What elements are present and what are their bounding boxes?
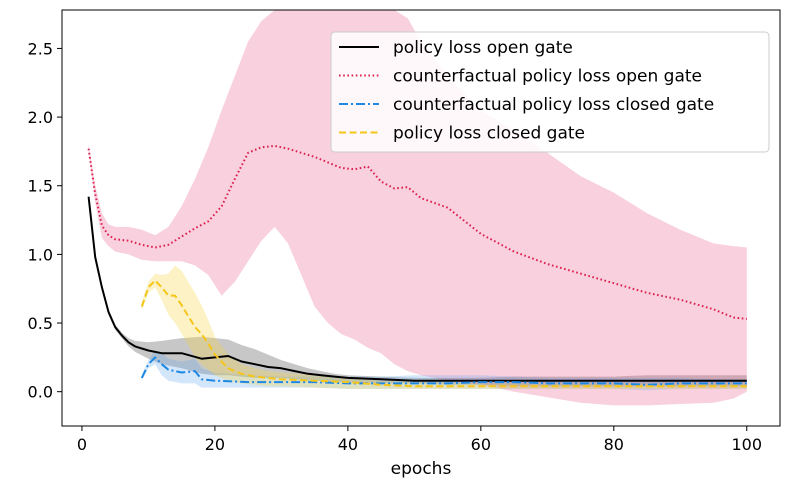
y-tick-label: 0.5 bbox=[28, 314, 53, 333]
x-tick-label: 20 bbox=[205, 435, 225, 454]
x-tick-label: 60 bbox=[471, 435, 491, 454]
y-tick-label: 1.5 bbox=[28, 177, 53, 196]
legend-label: counterfactual policy loss closed gate bbox=[393, 95, 714, 115]
band-counterfactual-policy-loss-open-gate bbox=[88, 10, 747, 406]
series-line-policy-loss-closed-gate bbox=[140, 279, 747, 388]
x-tick-label: 0 bbox=[77, 435, 87, 454]
y-tick-label: 0.0 bbox=[28, 383, 53, 402]
legend-label: policy loss open gate bbox=[393, 38, 573, 58]
legend-label: policy loss closed gate bbox=[393, 124, 585, 144]
x-axis-ticks: 0 20 40 60 80 100 bbox=[77, 426, 762, 454]
legend-label: counterfactual policy loss open gate bbox=[393, 67, 702, 87]
series-line-counterfactual-policy-loss-closed-gate bbox=[140, 356, 747, 386]
legend-box bbox=[330, 31, 770, 153]
y-tick-label: 2.0 bbox=[28, 108, 53, 127]
y-tick-label: 2.5 bbox=[28, 39, 53, 58]
x-tick-label: 40 bbox=[338, 435, 358, 454]
series-lines bbox=[87, 144, 747, 388]
x-axis-label: epochs bbox=[391, 459, 452, 479]
x-tick-label: 80 bbox=[604, 435, 624, 454]
plot-frame bbox=[61, 9, 781, 427]
y-tick-label: 1.0 bbox=[28, 245, 53, 264]
y-axis-ticks: 0.0 0.5 1.0 1.5 2.0 2.5 bbox=[28, 39, 62, 402]
legend: policy loss open gate counterfactual poli… bbox=[330, 31, 770, 153]
series-line-policy-loss-open-gate bbox=[87, 196, 747, 382]
x-tick-label: 100 bbox=[731, 435, 762, 454]
series-line-counterfactual-policy-loss-open-gate bbox=[87, 144, 747, 320]
